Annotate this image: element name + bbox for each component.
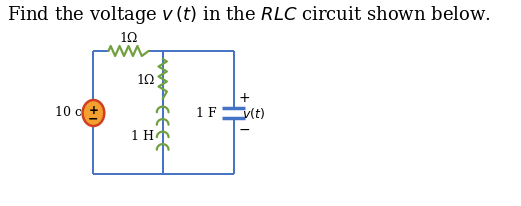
Text: V: V [89,106,102,119]
Text: 1 H: 1 H [131,129,154,142]
Text: 1 F: 1 F [196,107,217,119]
Text: −: − [88,112,98,125]
Text: 1Ω: 1Ω [119,32,138,45]
Text: t: t [83,106,89,119]
Circle shape [83,101,104,126]
Text: Find the voltage $v\,(t)$ in the $\mathit{RLC}$ circuit shown below.: Find the voltage $v\,(t)$ in the $\mathi… [7,4,491,26]
Text: 10 cos: 10 cos [55,106,100,119]
Text: 1Ω: 1Ω [136,73,154,86]
Text: +: + [89,103,98,116]
Text: +: + [239,90,250,104]
Text: −: − [239,122,250,136]
Text: $v(t)$: $v(t)$ [242,105,265,121]
